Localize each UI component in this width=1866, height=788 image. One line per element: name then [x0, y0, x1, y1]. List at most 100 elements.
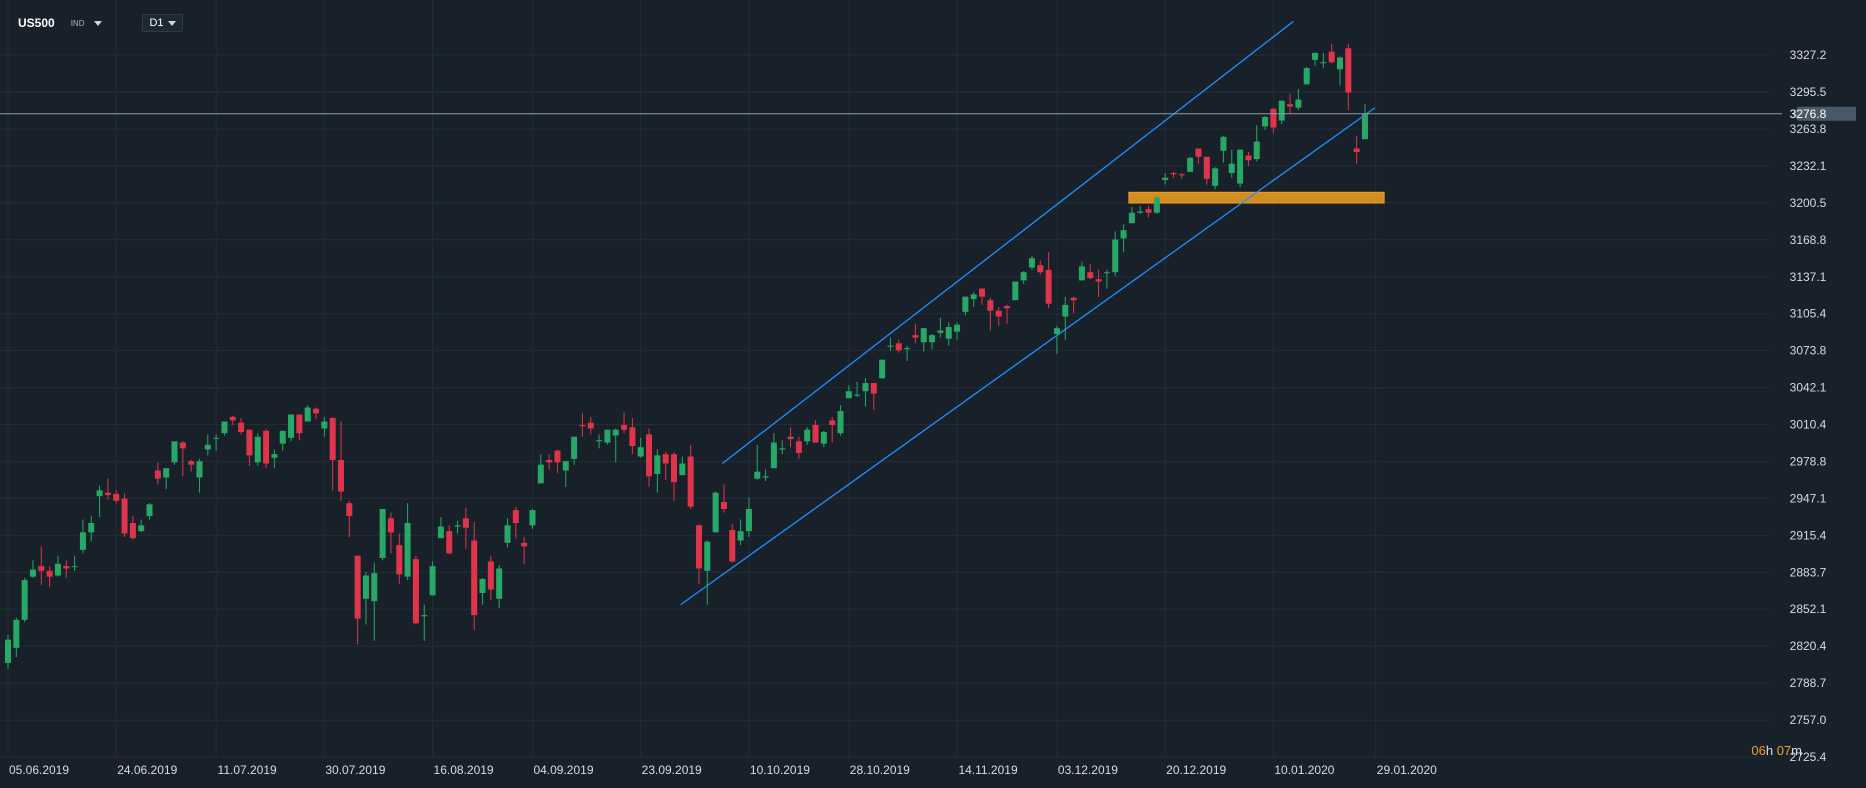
candle-body [862, 383, 869, 392]
candle-body [970, 294, 977, 300]
candle-body [704, 541, 711, 571]
candle-body [1328, 51, 1335, 63]
countdown-minutes: 07 [1776, 743, 1792, 758]
candle-body [887, 345, 894, 347]
x-tick-label: 16.08.2019 [434, 763, 494, 777]
candle-body [387, 518, 394, 533]
candle-body [654, 455, 661, 475]
candle-body [129, 523, 136, 539]
candle-body [1245, 155, 1252, 161]
candle [1337, 56, 1343, 86]
candle [879, 359, 886, 379]
candle [612, 428, 619, 463]
candle [271, 449, 278, 469]
candle-body [138, 525, 145, 532]
countdown-hours: 06 [1751, 743, 1766, 758]
symbol-dropdown-icon[interactable] [94, 20, 103, 26]
candle [238, 418, 245, 435]
candle [529, 509, 536, 529]
candle [1070, 296, 1077, 314]
timeframe-selector[interactable]: D1 [142, 14, 183, 32]
candle [1361, 104, 1368, 140]
candle-body [1095, 279, 1102, 282]
candle [920, 328, 927, 352]
candle-body [679, 463, 686, 476]
candle [629, 418, 636, 455]
candle-body [338, 460, 344, 492]
candle [1103, 269, 1110, 289]
timeframe-label: D1 [149, 17, 164, 29]
candle-body [929, 335, 936, 343]
candle-body [321, 421, 328, 429]
candle-body [1170, 173, 1177, 175]
candle [995, 307, 1002, 326]
timeframe-dropdown-icon [167, 20, 176, 26]
candle-body [987, 300, 994, 311]
x-tick-label: 04.09.2019 [533, 763, 593, 777]
candle-body [637, 447, 644, 457]
candle [712, 491, 719, 533]
candle-body [38, 566, 45, 571]
candle-body [313, 408, 320, 414]
candle [1045, 252, 1052, 309]
candle-body [1303, 68, 1310, 85]
x-tick-label: 20.12.2019 [1166, 763, 1226, 777]
y-tick-label: 3168.8 [1790, 233, 1827, 247]
candle [1270, 107, 1277, 134]
candle-body [362, 575, 369, 599]
candle [213, 434, 220, 451]
candle [1012, 281, 1019, 301]
candle-body [945, 327, 952, 339]
candle [29, 560, 36, 578]
candle [1312, 52, 1319, 66]
candle-body [1195, 148, 1202, 157]
candle-body [1178, 174, 1185, 176]
candle-body [1078, 266, 1085, 281]
candle [404, 503, 411, 581]
candle-body [737, 531, 744, 541]
candle-body [379, 509, 386, 558]
candle-body [1345, 48, 1352, 93]
candle [1262, 115, 1269, 130]
candle-body [1145, 209, 1152, 213]
candle [695, 524, 702, 584]
candle [912, 323, 919, 344]
candle-body [762, 476, 769, 478]
candle [321, 416, 328, 437]
candle [596, 434, 603, 449]
candle [1053, 325, 1060, 354]
candle [1212, 167, 1219, 190]
candle-body [412, 559, 419, 624]
candle [779, 440, 786, 455]
candle-body [1020, 272, 1027, 281]
candle [945, 322, 952, 346]
candle-body [279, 430, 286, 444]
candle-body [754, 471, 761, 479]
candle [587, 416, 594, 435]
candle-body [1070, 297, 1077, 301]
candle [804, 427, 811, 445]
candle [204, 434, 211, 456]
candle-body [1353, 148, 1360, 153]
candle-body [263, 430, 270, 464]
candle [1195, 148, 1202, 164]
candle-body [71, 566, 78, 568]
candle-body [912, 335, 919, 338]
candle-body [154, 470, 161, 479]
x-tick-label: 03.12.2019 [1058, 763, 1118, 777]
y-tick-label: 3137.1 [1790, 270, 1827, 284]
candle-body [646, 434, 653, 477]
candle-body [962, 296, 969, 312]
candle-body [329, 418, 336, 461]
candle-body [712, 492, 719, 533]
candle-body [1337, 57, 1343, 70]
candle [795, 436, 802, 459]
candle [288, 414, 295, 442]
candle-body [537, 464, 544, 484]
candle-body [770, 442, 777, 469]
candle [679, 456, 686, 476]
candle [479, 577, 486, 605]
candle [671, 451, 677, 501]
candle-body [404, 523, 411, 577]
